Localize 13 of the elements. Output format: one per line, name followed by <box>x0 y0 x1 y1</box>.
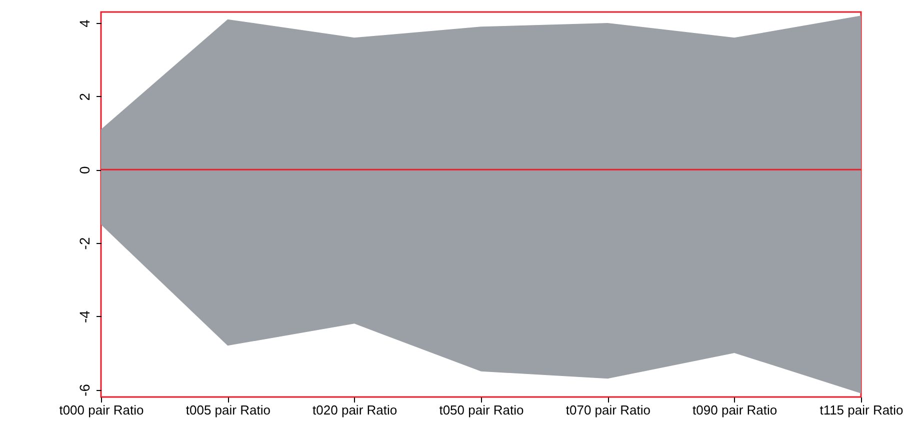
x-tick-label: t115 pair Ratio <box>820 402 904 418</box>
y-tick-label: 0 <box>76 166 92 174</box>
y-tick-label: -4 <box>76 310 92 324</box>
x-tick-label: t050 pair Ratio <box>439 402 524 418</box>
x-tick-label: t005 pair Ratio <box>186 402 270 418</box>
y-tick-label: 4 <box>76 19 92 28</box>
y-tick-label: -6 <box>76 384 92 396</box>
y-tick-label: -2 <box>76 237 92 250</box>
x-tick-label: t020 pair Ratio <box>312 402 398 418</box>
x-tick-label: t000 pair Ratio <box>59 402 144 418</box>
x-tick-label: t070 pair Ratio <box>566 402 650 418</box>
x-tick-label: t090 pair Ratio <box>692 402 778 418</box>
y-tick-label: 2 <box>76 92 92 101</box>
